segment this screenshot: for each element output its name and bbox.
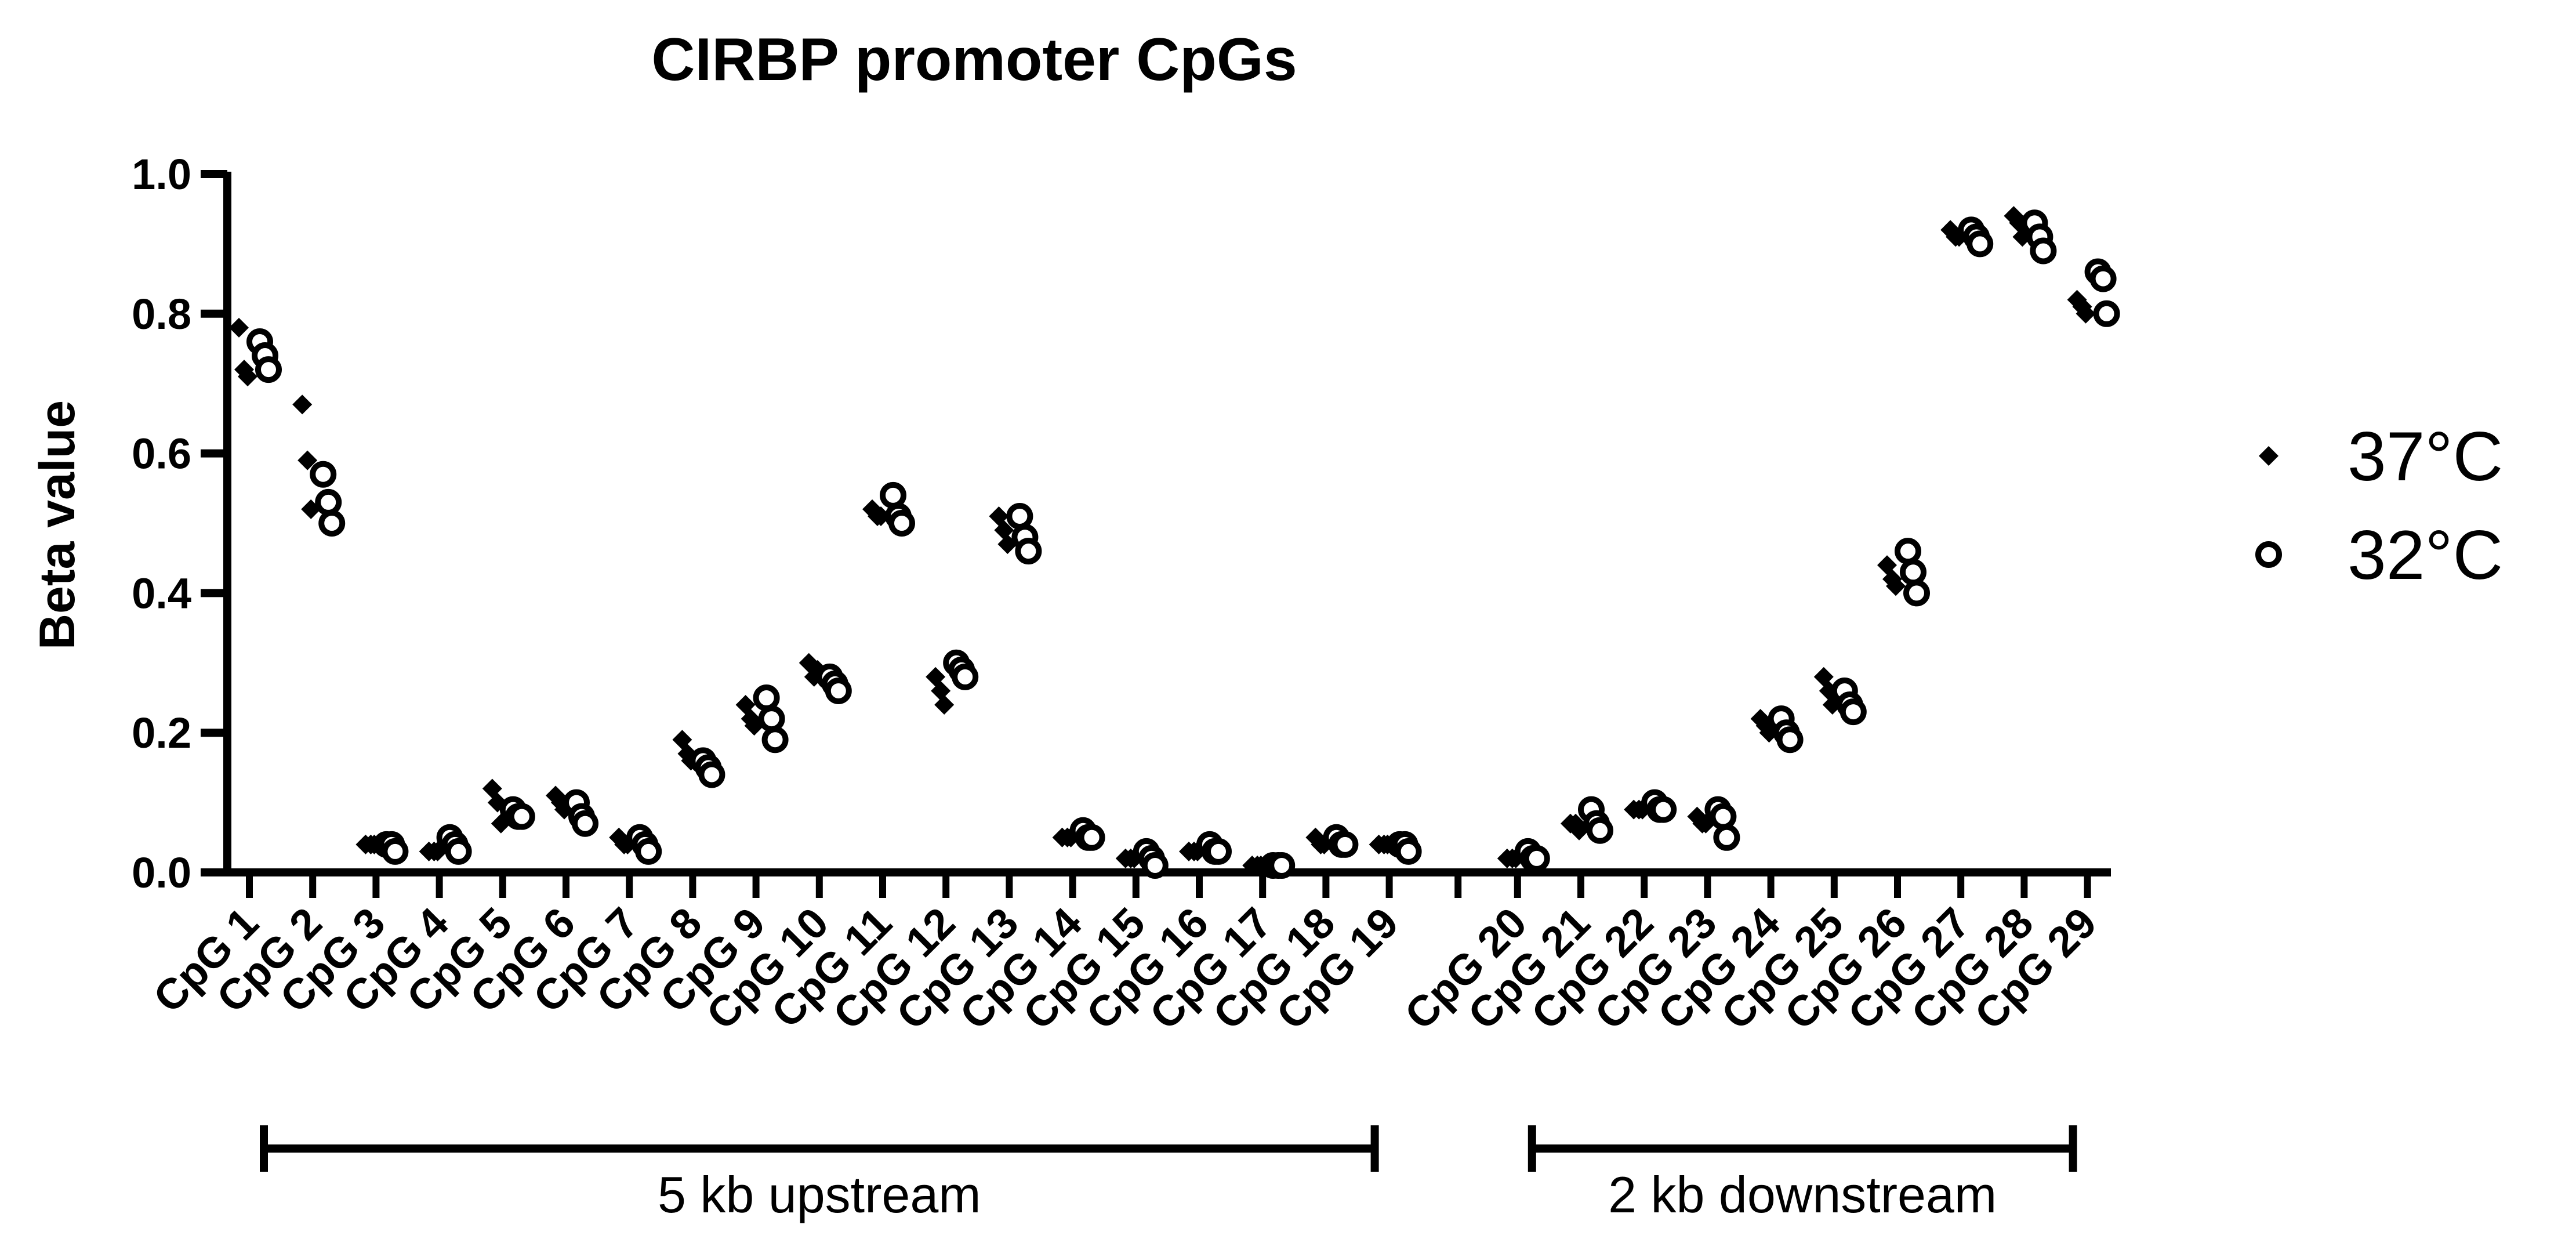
data-point	[2259, 446, 2279, 466]
data-point	[2076, 303, 2096, 324]
series-37c	[229, 206, 2096, 875]
legend-item: 32°C	[2255, 516, 2503, 594]
data-point	[825, 677, 852, 704]
data-point	[292, 394, 313, 415]
data-point	[255, 356, 282, 383]
group-label-downstream: 2 kb downstream	[1608, 1166, 1997, 1223]
data-point	[931, 680, 951, 701]
data-point	[297, 450, 318, 470]
data-point	[2255, 541, 2282, 568]
data-point	[445, 838, 472, 865]
data-point	[238, 367, 257, 387]
legend-label: 32°C	[2348, 516, 2503, 594]
legend-item: 37°C	[2259, 418, 2503, 495]
data-point	[880, 481, 906, 509]
data-point	[1395, 838, 1422, 865]
data-point	[952, 663, 979, 690]
data-point	[1840, 698, 1867, 726]
data-point	[310, 461, 337, 488]
data-point	[1078, 824, 1105, 851]
data-point	[698, 761, 725, 788]
data-point	[1903, 579, 1930, 607]
series-32c	[246, 209, 2120, 879]
y-tick-label: 0.4	[132, 569, 191, 617]
data-point	[994, 520, 1014, 541]
data-point	[1331, 831, 1359, 858]
data-point	[1587, 817, 1613, 844]
data-point	[508, 803, 535, 830]
data-point	[382, 838, 409, 865]
group-label-upstream: 5 kb upstream	[658, 1166, 981, 1223]
data-point	[1205, 838, 1232, 865]
data-point	[1650, 796, 1677, 823]
y-tick-label: 0.2	[132, 709, 191, 757]
y-tick-label: 0.8	[132, 290, 191, 338]
data-point	[315, 488, 342, 516]
y-ticks: 0.0 0.2 0.4 0.6 0.8 1.0	[132, 150, 227, 897]
y-axis-label: Beta value	[30, 400, 85, 650]
data-point	[572, 810, 598, 837]
data-point	[871, 506, 891, 526]
chart-title: CIRBP promoter CpGs	[651, 26, 1297, 93]
data-points	[229, 206, 2120, 879]
legend: 37°C 32°C	[2255, 418, 2503, 594]
data-point	[229, 317, 249, 338]
group-brackets: 5 kb upstream 2 kb downstream	[260, 1125, 2077, 1223]
data-point	[318, 510, 346, 537]
data-point	[1141, 852, 1169, 879]
y-tick-label: 0.6	[132, 430, 191, 478]
data-point	[1006, 502, 1033, 530]
data-point	[1268, 852, 1296, 879]
data-point	[753, 684, 780, 711]
data-point	[1886, 576, 1906, 596]
data-point	[1776, 726, 1804, 754]
data-point	[1015, 538, 1042, 565]
y-tick-label: 1.0	[132, 150, 191, 198]
data-point	[1967, 230, 1994, 258]
data-point	[1900, 559, 1926, 586]
y-tick-label: 0.0	[132, 849, 191, 897]
data-point	[2030, 237, 2057, 265]
data-point	[1713, 824, 1740, 851]
data-point	[761, 726, 789, 754]
data-point	[1710, 803, 1737, 830]
legend-label: 37°C	[2348, 418, 2503, 495]
data-point	[635, 838, 662, 865]
data-point	[934, 695, 955, 715]
data-point	[2093, 300, 2120, 327]
data-point	[888, 510, 915, 537]
data-point	[1895, 538, 1921, 565]
data-point	[2089, 265, 2117, 292]
data-point	[1523, 845, 1550, 872]
data-point	[758, 705, 785, 733]
